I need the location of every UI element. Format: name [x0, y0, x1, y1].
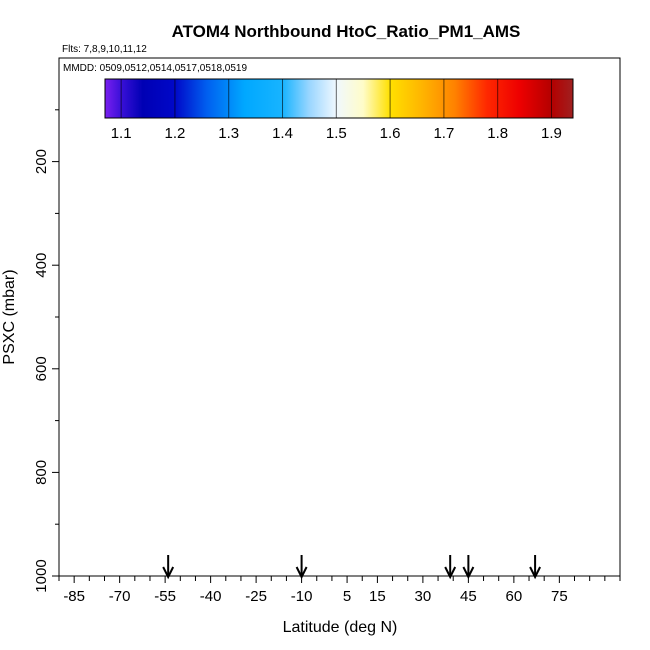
sample-point — [381, 462, 386, 467]
x-tick-label: -55 — [154, 588, 176, 605]
down-arrow-icon — [444, 555, 457, 580]
x-tick-label: -25 — [245, 588, 267, 605]
y-axis: 200 400 600 800 1000 — [33, 109, 59, 593]
x-tick-label: 30 — [415, 588, 432, 605]
sample-point — [508, 283, 513, 288]
sample-point — [354, 485, 359, 490]
colorbar-tick-label: 1.4 — [272, 125, 293, 142]
dates-note: MMDD: 0509,0512,0514,0517,0518,0519 — [63, 63, 247, 74]
colorbar-tick-label: 1.9 — [541, 125, 562, 142]
sample-point — [351, 462, 356, 467]
sample-point — [569, 263, 574, 268]
sample-point — [569, 413, 574, 418]
x-tick-label: 45 — [460, 588, 477, 605]
colorbar-tick-label: 1.3 — [218, 125, 239, 142]
sample-point — [514, 263, 519, 268]
down-arrow-icon — [162, 555, 175, 580]
x-tick-label: 60 — [506, 588, 523, 605]
sample-points — [302, 206, 580, 498]
sample-point — [575, 364, 580, 369]
x-tick-label: -85 — [63, 588, 85, 605]
colorbar-tick-label: 1.8 — [487, 125, 508, 142]
sample-point — [363, 206, 368, 211]
x-tick-label: -70 — [109, 588, 131, 605]
sample-point — [436, 268, 441, 273]
y-tick-label: 200 — [33, 149, 50, 174]
arrow-head — [162, 566, 175, 580]
sample-point — [375, 485, 380, 490]
colorbar-tick-label: 1.2 — [165, 125, 186, 142]
sample-point — [508, 340, 513, 345]
colorbar-tick-label: 1.7 — [433, 125, 454, 142]
sample-point — [357, 470, 362, 475]
x-tick-label: 75 — [551, 588, 568, 605]
colorbar-ticks: 1.1 1.2 1.3 1.4 1.5 1.6 1.7 1.8 1.9 — [111, 79, 562, 142]
down-arrow-icon — [462, 555, 475, 580]
flights-note: Flts: 7,8,9,10,11,12 — [62, 44, 147, 55]
arrow-head — [295, 566, 308, 580]
colorbar: 1.1 1.2 1.3 1.4 1.5 1.6 1.7 1.8 1.9 — [104, 78, 574, 142]
y-tick-label: 1000 — [33, 559, 50, 592]
y-tick-label: 400 — [33, 253, 50, 278]
x-tick-label: -40 — [200, 588, 222, 605]
colorbar-tick-label: 1.1 — [111, 125, 132, 142]
sample-point — [511, 348, 516, 353]
sample-point — [375, 439, 380, 444]
chart-title: ATOM4 Northbound HtoC_Ratio_PM1_AMS — [172, 22, 521, 41]
x-axis: -85 -70 -55 -40 -25 -10 5 15 30 45 60 75 — [58, 576, 621, 605]
x-tick-label: 5 — [343, 588, 351, 605]
y-axis-label: PSXC (mbar) — [1, 269, 18, 364]
arrow-head — [529, 566, 541, 580]
arrow-head — [462, 566, 475, 580]
y-tick-label: 800 — [33, 460, 50, 485]
colorbar-tick-label: 1.5 — [326, 125, 347, 142]
sample-point — [348, 480, 353, 485]
arrow-head — [444, 566, 457, 580]
x-tick-label: 15 — [369, 588, 386, 605]
x-axis-label: Latitude (deg N) — [283, 619, 398, 636]
sample-point — [302, 219, 307, 224]
down-arrow-icon — [295, 555, 308, 580]
sample-point — [348, 488, 353, 493]
flight-arrows — [162, 555, 541, 580]
colorbar-tick-label: 1.6 — [380, 125, 401, 142]
x-tick-label: -10 — [291, 588, 313, 605]
sample-point — [539, 278, 544, 283]
sample-point — [348, 418, 353, 423]
colorbar-gradient — [104, 78, 574, 119]
sample-point — [378, 493, 383, 498]
y-tick-label: 600 — [33, 356, 50, 381]
down-arrow-icon — [529, 555, 541, 580]
